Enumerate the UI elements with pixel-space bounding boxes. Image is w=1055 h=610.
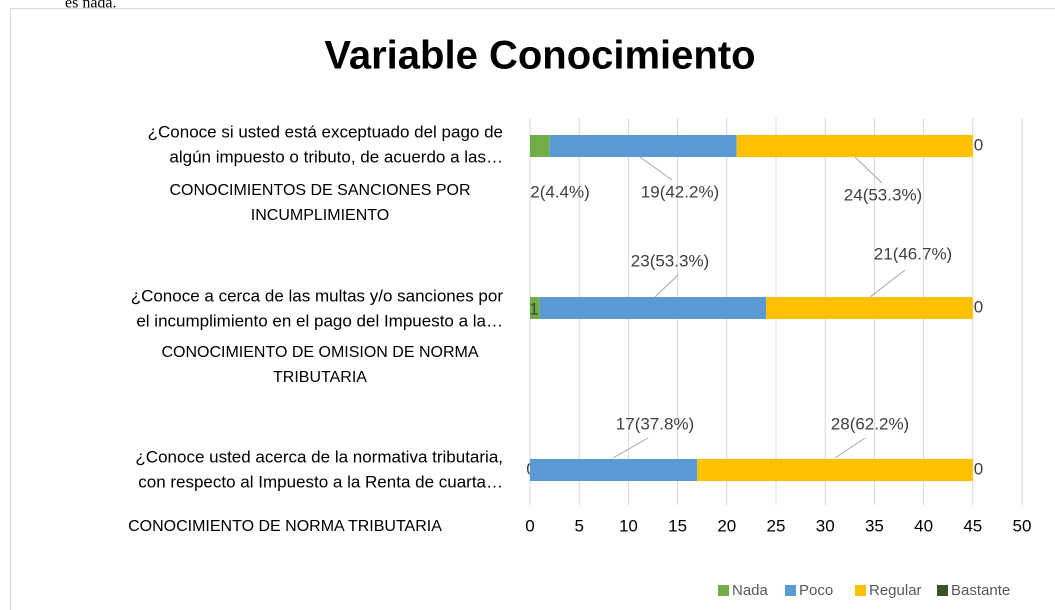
- data-label: 1: [529, 299, 538, 318]
- category-label: con respecto al Impuesto a la Renta de c…: [138, 472, 503, 491]
- group-label: CONOCIMIENTOS DE SANCIONES POR: [169, 182, 470, 199]
- legend-label: Bastante: [951, 582, 1010, 599]
- x-tick-label: 50: [1013, 516, 1032, 535]
- group-label: TRIBUTARIA: [273, 369, 367, 386]
- legend-label: Poco: [799, 582, 833, 599]
- data-label: 21(46.7%): [874, 244, 952, 263]
- top-text: es nada.: [65, 0, 117, 12]
- category-label: ¿Conoce si usted está exceptuado del pag…: [148, 122, 503, 141]
- category-label: el incumplimiento en el pago del Impuest…: [136, 311, 503, 330]
- leader-line: [639, 156, 673, 181]
- data-label: 0: [974, 459, 983, 478]
- data-label: 0: [974, 135, 983, 154]
- x-tick-label: 30: [816, 516, 835, 535]
- legend-swatch: [855, 585, 866, 596]
- data-label: 19(42.2%): [641, 182, 719, 201]
- x-tick-label: 5: [574, 516, 583, 535]
- x-tick-label: 40: [914, 516, 933, 535]
- category-label: ¿Conoce a cerca de las multas y/o sancio…: [131, 286, 504, 305]
- leader-line: [854, 156, 883, 184]
- bar: [549, 135, 737, 157]
- x-tick-label: 35: [865, 516, 884, 535]
- data-label: 2(4.4%): [530, 182, 590, 201]
- leader-line: [654, 274, 679, 298]
- leader-line: [612, 437, 649, 459]
- bar: [766, 297, 973, 319]
- group-label: INCUMPLIMIENTO: [251, 207, 389, 224]
- x-tick-label: 20: [717, 516, 736, 535]
- legend-swatch: [937, 585, 948, 596]
- bar: [539, 297, 767, 319]
- group-label: CONOCIMIENTO DE OMISION DE NORMA: [161, 344, 478, 361]
- bar: [697, 459, 973, 481]
- bar: [530, 297, 540, 319]
- data-label: 0: [974, 297, 983, 316]
- data-label: 24(53.3%): [844, 185, 922, 204]
- legend-label: Nada: [732, 582, 769, 599]
- category-label: ¿Conoce usted acerca de la normativa tri…: [135, 447, 503, 466]
- category-label: algún impuesto o tributo, de acuerdo a l…: [169, 147, 503, 166]
- data-label: 23(53.3%): [631, 251, 709, 270]
- x-tick-label: 45: [963, 516, 982, 535]
- x-tick-label: 15: [668, 516, 687, 535]
- leader-line: [869, 269, 906, 298]
- leader-line: [834, 437, 866, 459]
- legend-swatch: [718, 585, 729, 596]
- legend-label: Regular: [869, 582, 922, 599]
- bar: [530, 135, 550, 157]
- legend-swatch: [785, 585, 796, 596]
- bar: [736, 135, 973, 157]
- group-label: CONOCIMIENTO DE NORMA TRIBUTARIA: [128, 518, 442, 535]
- data-label: 28(62.2%): [831, 414, 909, 433]
- x-tick-label: 10: [619, 516, 638, 535]
- x-tick-label: 0: [525, 516, 534, 535]
- x-tick-label: 25: [767, 516, 786, 535]
- bar: [530, 459, 698, 481]
- data-label: 17(37.8%): [616, 414, 694, 433]
- chart-title: Variable Conocimiento: [324, 34, 755, 78]
